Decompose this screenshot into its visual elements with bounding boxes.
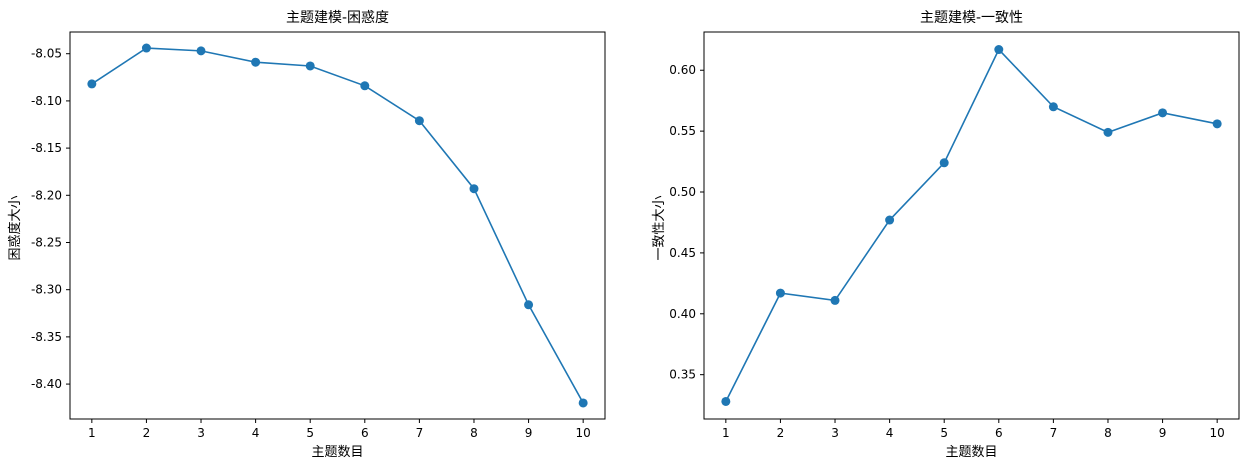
y-tick-label: -8.05 — [31, 47, 62, 61]
x-tick-label: 2 — [143, 426, 151, 440]
data-point — [1158, 108, 1168, 118]
plot-frame — [703, 31, 1240, 420]
x-tick-label: 2 — [777, 426, 785, 440]
y-tick-label: -8.35 — [31, 330, 62, 344]
data-point — [1212, 119, 1222, 129]
y-tick-label: -8.15 — [31, 141, 62, 155]
y-tick-label: -8.40 — [31, 377, 62, 391]
data-point — [469, 184, 479, 194]
x-tick-label: 3 — [197, 426, 205, 440]
data-marks — [721, 45, 1222, 406]
chart-title: 主题建模-困惑度 — [286, 10, 389, 26]
data-point — [1103, 127, 1113, 137]
x-tick-label: 4 — [252, 426, 260, 440]
y-axis-label: 困惑度大小 — [7, 195, 23, 260]
x-tick-label: 5 — [306, 426, 314, 440]
data-point — [87, 79, 97, 89]
y-tick-label: 0.55 — [669, 124, 696, 138]
x-tick-label: 1 — [722, 426, 730, 440]
data-point — [251, 57, 261, 67]
data-point — [196, 46, 206, 56]
data-point — [885, 215, 895, 225]
x-tick-label: 9 — [525, 426, 533, 440]
x-tick-label: 3 — [831, 426, 839, 440]
y-tick-label: -8.25 — [31, 235, 62, 249]
perplexity-chart: 主题建模-困惑度 主题数目 困惑度大小 1 2 3 4 5 6 7 8 9 10 -8.05 -8.1… — [7, 10, 606, 460]
data-point — [721, 396, 731, 406]
y-axis-label: 一致性大小 — [652, 195, 667, 260]
x-tick-label: 6 — [361, 426, 369, 440]
y-tick-label: 0.35 — [669, 368, 696, 382]
y-tick-label: -8.10 — [31, 94, 62, 108]
data-point — [775, 288, 785, 298]
data-marks — [87, 43, 588, 408]
y-tick-label: 0.60 — [669, 63, 696, 77]
data-point — [1048, 102, 1058, 112]
tick-group: 1 2 3 4 5 6 7 8 9 10 0.35 0.40 0.45 0.50 0.55 0.60 — [669, 63, 1225, 440]
series-line — [725, 48, 1218, 402]
coherence-chart: 主题建模-一致性 主题数目 一致性大小 1 2 3 4 5 6 7 8 9 10 0.35 0.40 0… — [652, 10, 1240, 460]
x-tick-label: 5 — [940, 426, 948, 440]
data-point — [414, 116, 424, 126]
data-point — [939, 158, 949, 168]
data-point — [994, 45, 1004, 55]
x-tick-label: 8 — [470, 426, 478, 440]
x-tick-label: 9 — [1159, 426, 1167, 440]
x-tick-label: 10 — [1210, 426, 1225, 440]
x-axis-label: 主题数目 — [945, 445, 997, 460]
x-tick-label: 7 — [416, 426, 424, 440]
x-tick-label: 7 — [1050, 426, 1058, 440]
data-point — [360, 81, 370, 91]
y-tick-label: 0.45 — [669, 246, 696, 260]
x-axis-label: 主题数目 — [311, 445, 363, 460]
data-point — [578, 398, 588, 408]
y-tick-label: -8.30 — [31, 283, 62, 297]
data-point — [305, 61, 315, 71]
y-tick-label: -8.20 — [31, 188, 62, 202]
x-tick-label: 1 — [88, 426, 96, 440]
data-point — [830, 295, 840, 305]
tick-group: 1 2 3 4 5 6 7 8 9 10 -8.05 -8.10 -8.15 -8.20 -8.25 -8.3… — [31, 47, 591, 440]
x-tick-label: 4 — [886, 426, 894, 440]
series-line — [91, 47, 584, 404]
x-tick-label: 10 — [576, 426, 591, 440]
data-point — [524, 300, 534, 310]
y-tick-label: 0.40 — [669, 307, 696, 321]
data-point — [141, 43, 151, 53]
x-tick-label: 8 — [1104, 426, 1112, 440]
chart-title: 主题建模-一致性 — [920, 10, 1023, 26]
plot-frame — [69, 31, 606, 420]
x-tick-label: 6 — [995, 426, 1003, 440]
y-tick-label: 0.50 — [669, 185, 696, 199]
